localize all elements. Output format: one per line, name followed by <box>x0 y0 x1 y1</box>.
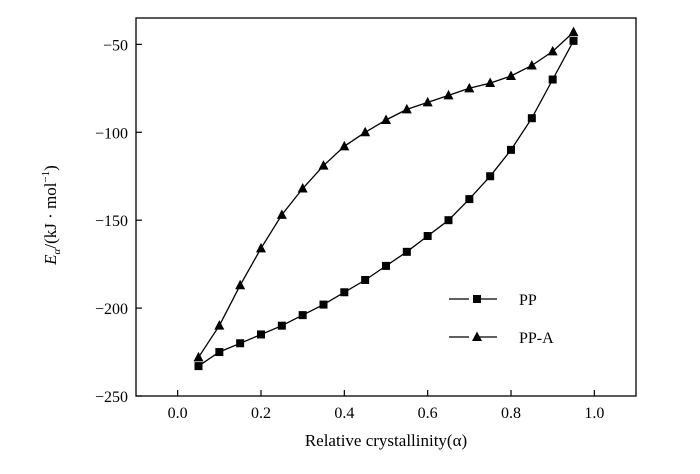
y-axis-label-sub: α <box>51 248 63 254</box>
x-tick-label: 0.6 <box>418 405 438 422</box>
data-point-square <box>319 300 328 309</box>
data-point-square <box>382 261 390 270</box>
data-point-square <box>402 247 411 256</box>
data-point-square <box>277 321 286 330</box>
data-point-square <box>569 36 578 45</box>
data-point-triangle <box>568 26 579 37</box>
data-point-triangle <box>443 89 454 100</box>
data-point-square <box>298 311 307 320</box>
y-tick-label: −150 <box>95 213 128 230</box>
data-point-triangle <box>276 209 287 219</box>
data-point-square <box>236 339 245 348</box>
legend-triangle-marker <box>472 331 482 341</box>
y-axis-label-rest: /(kJ · mol <box>41 182 60 248</box>
data-point-triangle <box>547 45 558 56</box>
y-axis-label-sup: −1 <box>40 171 52 183</box>
data-point-square <box>423 232 432 241</box>
y-tick-label: −200 <box>95 301 128 318</box>
x-tick-label: 0.2 <box>251 405 271 422</box>
axis-ticks: 0.0 0.2 0.4 0.6 0.8 1.0 −50 −100 −150 −200 −250 <box>95 37 604 422</box>
data-point-triangle <box>422 96 433 107</box>
x-tick-label: 0.4 <box>334 405 354 422</box>
series-1 <box>194 36 578 371</box>
data-point-triangle <box>318 160 329 170</box>
y-tick-label: −50 <box>103 37 128 54</box>
data-point-square <box>507 145 515 154</box>
data-point-square <box>215 348 224 357</box>
data-point-square <box>257 330 265 339</box>
data-point-triangle <box>464 82 475 93</box>
y-tick-label: −100 <box>95 125 128 142</box>
data-point-triangle <box>381 114 391 124</box>
x-tick-label: 1.0 <box>584 405 604 422</box>
plot-border <box>135 17 637 397</box>
data-point-square <box>194 362 203 371</box>
data-point-square <box>465 195 474 204</box>
plot-area <box>135 17 637 397</box>
legend: PP PP-A <box>449 292 554 347</box>
data-point-square <box>527 114 536 123</box>
data-point-triangle <box>256 242 266 253</box>
x-axis-label: Relative crystallinity(α) <box>305 431 467 450</box>
legend-label: PP-A <box>519 330 554 347</box>
data-point-square <box>548 75 557 84</box>
x-tick-label: 0.0 <box>168 405 188 422</box>
y-axis-label-main: E <box>41 254 60 266</box>
y-tick-label: −250 <box>95 389 128 406</box>
data-point-triangle <box>360 126 371 137</box>
legend-square-marker <box>473 295 481 303</box>
x-tick-label: 0.8 <box>501 405 521 422</box>
series-layer <box>193 26 579 371</box>
data-point-square <box>340 288 349 297</box>
legend-label: PP <box>519 292 537 309</box>
legend-item: PP <box>449 292 537 309</box>
data-point-triangle <box>485 77 496 88</box>
data-point-triangle <box>193 351 204 362</box>
y-axis-label: Eα/(kJ · mol−1) <box>40 165 63 266</box>
data-point-triangle <box>339 140 350 151</box>
y-axis-label-close: ) <box>41 165 60 171</box>
legend-item: PP-A <box>449 330 554 347</box>
series-line <box>198 40 575 367</box>
data-point-triangle <box>235 279 246 290</box>
data-point-square <box>486 172 495 181</box>
data-point-triangle <box>401 103 412 114</box>
data-point-triangle <box>297 183 308 193</box>
data-point-triangle <box>214 320 225 330</box>
data-point-triangle <box>526 59 537 70</box>
data-point-square <box>444 216 453 225</box>
data-point-square <box>361 275 370 284</box>
series-line <box>197 31 574 358</box>
series-2 <box>193 26 579 362</box>
data-point-triangle <box>506 70 516 81</box>
